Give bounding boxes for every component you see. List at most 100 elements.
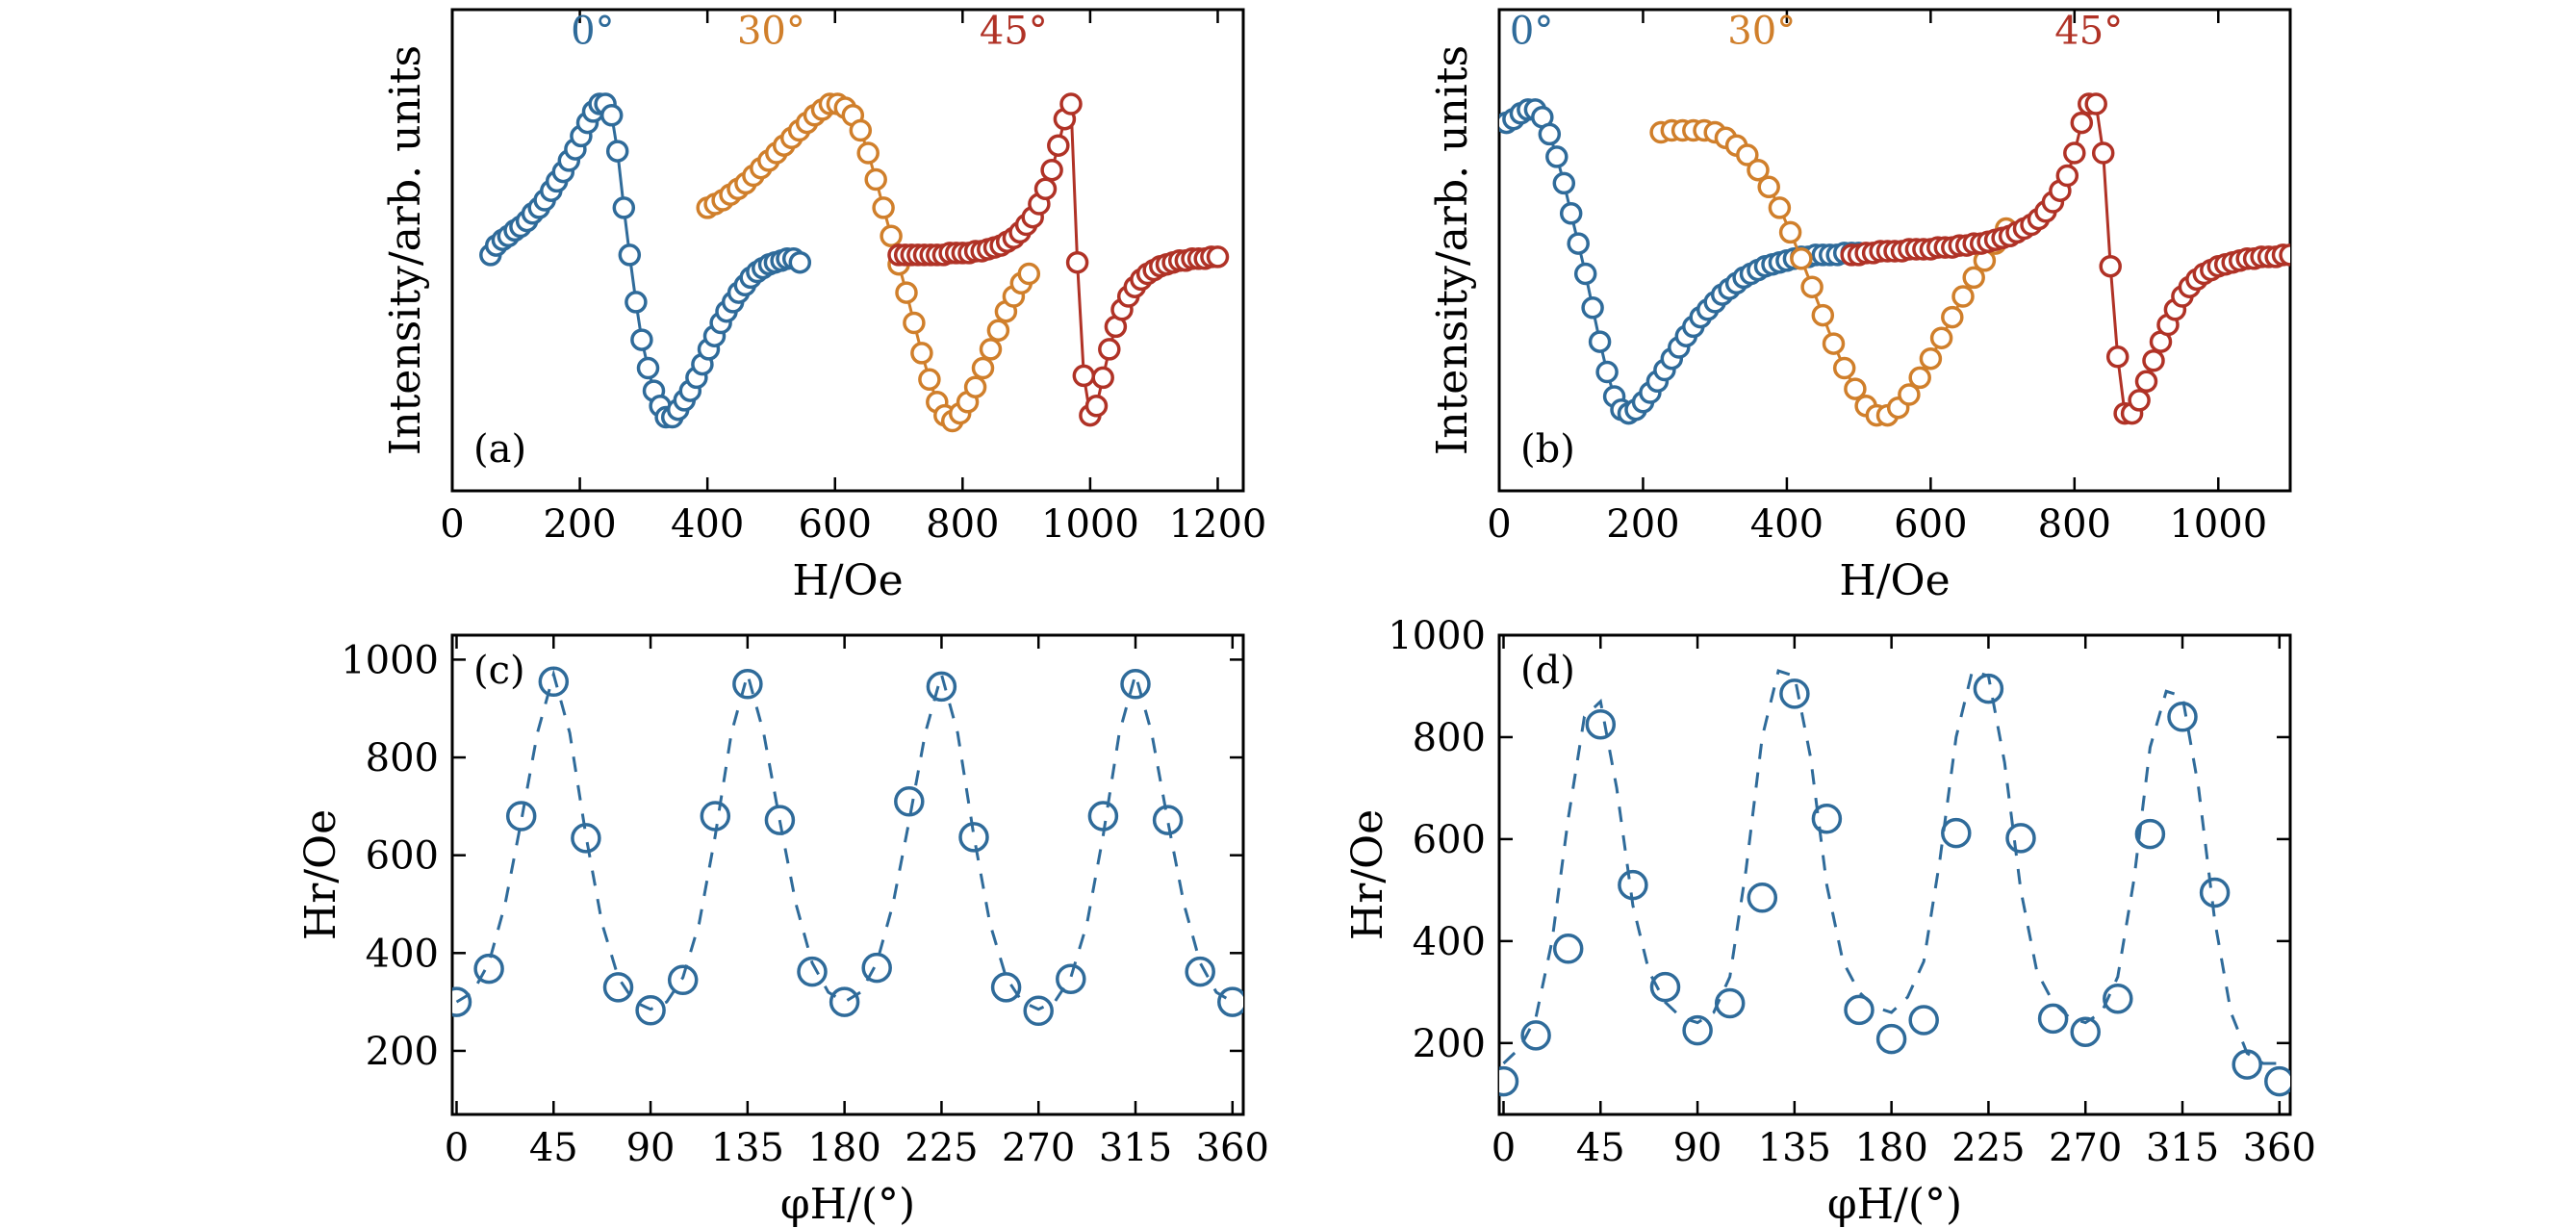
data-point — [2103, 983, 2133, 1014]
data-point — [1087, 801, 1119, 831]
x-tick-label: 360 — [2243, 1126, 2316, 1170]
data-point — [2142, 348, 2165, 372]
data-point — [926, 671, 957, 703]
fit-line — [1502, 669, 2280, 1065]
x-tick-label: 1000 — [1041, 502, 1139, 547]
data-point — [605, 140, 629, 163]
data-point — [1040, 158, 1063, 182]
panel-a-legend-45: 45° — [980, 9, 1048, 53]
data-point — [963, 375, 987, 398]
data-point — [1779, 678, 1810, 709]
y-tick-label: 200 — [1413, 1022, 1486, 1066]
data-point — [1908, 366, 1931, 390]
data-point — [1714, 987, 1746, 1019]
data-point — [797, 956, 828, 987]
data-point — [1822, 332, 1846, 355]
x-tick-label: 400 — [1750, 502, 1824, 547]
data-point — [1033, 177, 1058, 201]
data-point — [1567, 232, 1590, 255]
data-point — [1098, 338, 1121, 361]
data-point — [732, 669, 763, 700]
x-tick-label: 270 — [1002, 1126, 1075, 1170]
x-tick-label: 315 — [2146, 1126, 2219, 1170]
y-tick-label: 1000 — [341, 638, 439, 682]
data-point — [1941, 305, 1964, 329]
data-point — [1844, 377, 1867, 400]
data-point — [1017, 262, 1041, 286]
data-point — [1084, 395, 1109, 418]
x-tick-label: 0 — [1487, 502, 1511, 547]
data-point — [599, 104, 624, 127]
data-point — [1573, 262, 1597, 286]
y-tick-label: 800 — [1413, 716, 1486, 760]
data-point — [849, 118, 873, 142]
data-point — [958, 822, 989, 853]
data-point — [1588, 330, 1612, 353]
data-point — [2167, 702, 2198, 732]
x-tick-label: 600 — [1894, 502, 1967, 547]
data-point — [1538, 122, 1562, 146]
data-point — [1929, 326, 1953, 349]
x-tick-label: 135 — [1758, 1126, 1831, 1170]
data-point — [1757, 175, 1780, 199]
panel-d-axes-frame — [1497, 633, 2292, 1116]
data-point — [788, 250, 812, 274]
x-tick-label: 200 — [543, 502, 616, 547]
data-point — [1217, 986, 1243, 1017]
panel-b-series-0 — [1499, 98, 1871, 425]
data-point — [1898, 383, 1921, 406]
data-point — [1800, 275, 1824, 298]
x-tick-label: 90 — [1673, 1126, 1722, 1170]
data-point — [1747, 158, 1770, 182]
data-point — [2070, 111, 2094, 135]
data-point — [1065, 250, 1089, 274]
data-point — [602, 972, 634, 1003]
data-point — [856, 141, 880, 165]
panel-d-series-data — [1499, 673, 2290, 1097]
data-point — [2134, 370, 2158, 394]
x-tick-label: 90 — [626, 1126, 676, 1170]
data-point — [612, 196, 636, 219]
data-point — [1941, 817, 1972, 849]
data-point — [1581, 296, 1604, 320]
x-tick-label: 200 — [1606, 502, 1679, 547]
panel-a-series-30 — [696, 92, 1041, 433]
data-point — [2199, 877, 2231, 908]
data-point — [618, 243, 642, 267]
x-tick-label: 0 — [445, 1126, 469, 1170]
data-point — [1790, 247, 1813, 270]
data-point — [1778, 220, 1802, 244]
panel-b-x-axis-label: H/Oe — [1839, 556, 1950, 605]
data-point — [1120, 669, 1151, 700]
data-point — [1682, 1014, 1713, 1046]
data-point — [1072, 364, 1096, 388]
x-tick-label: 315 — [1099, 1126, 1172, 1170]
data-point — [571, 823, 601, 854]
data-point — [1919, 346, 1943, 371]
data-point — [2279, 243, 2290, 267]
data-point — [1844, 994, 1875, 1026]
y-tick-label: 400 — [366, 932, 439, 976]
data-point — [2091, 141, 2115, 165]
panel-b-legend-0: 0° — [1510, 9, 1553, 53]
y-tick-label: 200 — [366, 1030, 439, 1074]
fit-line — [455, 669, 1234, 1011]
data-point — [2264, 1065, 2290, 1097]
panel-a-series-0 — [479, 92, 812, 429]
data-point — [1908, 1005, 1939, 1036]
data-point — [2055, 164, 2079, 188]
x-tick-label: 400 — [671, 502, 744, 547]
data-point — [986, 319, 1010, 343]
data-point — [903, 311, 926, 335]
data-point — [979, 338, 1003, 361]
x-tick-label: 135 — [711, 1126, 784, 1170]
panel-b-legend-30: 30° — [1727, 9, 1796, 53]
series-line — [1660, 129, 2008, 418]
data-point — [1091, 366, 1114, 390]
data-point — [625, 291, 648, 314]
data-point — [636, 356, 660, 380]
data-point — [2037, 1003, 2069, 1035]
panel-a-series-45 — [887, 92, 1230, 427]
data-point — [1951, 285, 1975, 308]
y-tick-label: 400 — [1413, 920, 1486, 964]
